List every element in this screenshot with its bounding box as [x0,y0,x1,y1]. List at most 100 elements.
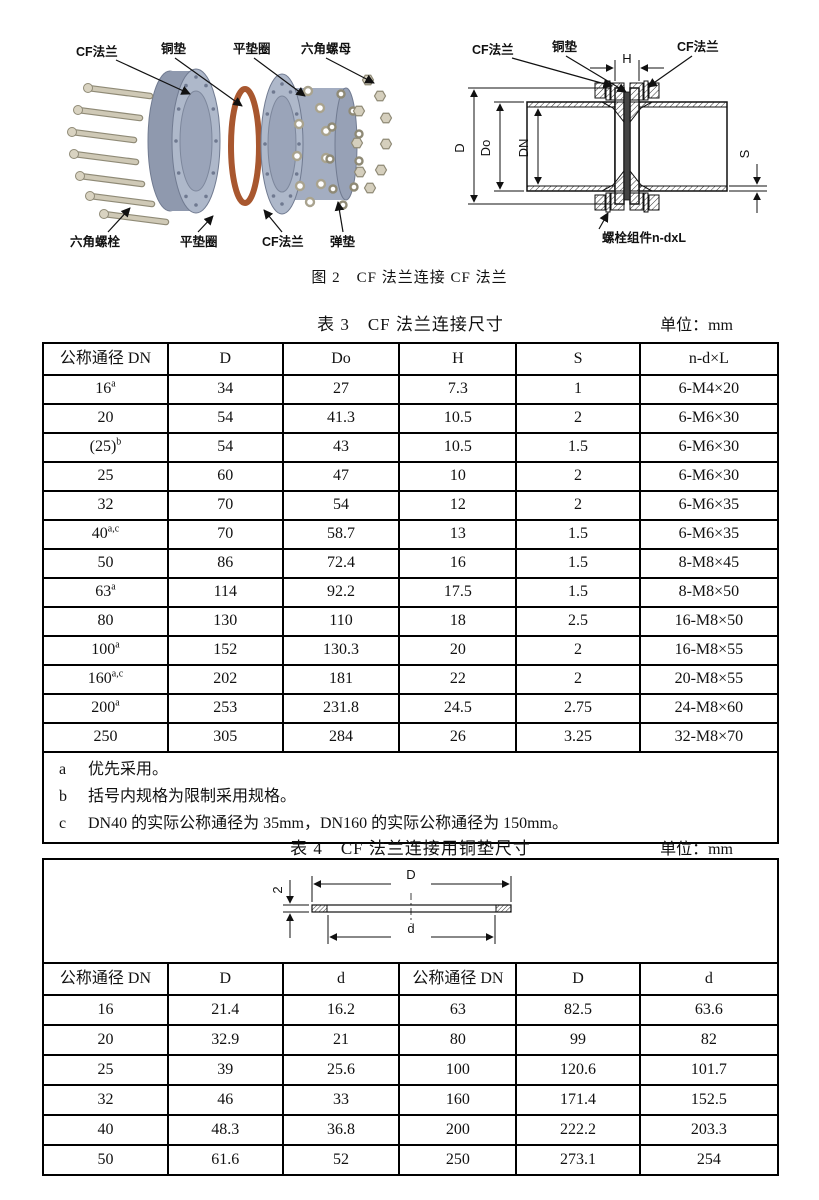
value-cell: 7.3 [398,374,518,405]
table-row: (25)b 54 43 10.5 1.5 6-M6×30 [42,432,780,463]
value-cell: 99 [515,1024,641,1056]
value-cell: 1.5 [515,432,641,463]
value-cell: 203.3 [638,1114,780,1146]
value-cell: 152 [166,635,284,666]
dim-thickness [282,880,309,938]
value-cell: 22 [398,664,518,695]
value-cell: 6-M6×30 [638,432,780,463]
value-cell: 70 [166,490,284,521]
value-cell: 20-M8×55 [638,664,780,695]
table-row: 40 48.3 36.8 200 222.2 203.3 [42,1114,780,1146]
column-header: D [515,962,641,996]
dn-cell: 100a [42,635,169,666]
value-cell: 33 [281,1084,401,1116]
dn-cell: 200a [42,693,169,724]
value-cell: 24.5 [398,693,518,724]
table-row: 250 305 284 26 3.25 32-M8×70 [42,722,780,753]
value-cell: 24-M8×60 [638,693,780,724]
dim-h-label: H [622,51,631,66]
value-cell: 273.1 [515,1144,641,1176]
value-cell: 47 [281,461,401,492]
bolt-holes [174,75,218,207]
gasket-diagram-row: D d [42,858,779,964]
value-cell: 21 [281,1024,401,1056]
value-cell: 80 [398,1024,518,1056]
table-row: 16 21.4 16.2 63 82.5 63.6 [42,994,780,1026]
value-cell: 41.3 [281,403,401,434]
dim-s-label: S [737,149,752,158]
value-cell: 3.25 [515,722,641,753]
value-cell: 16-M8×50 [638,606,780,637]
value-cell: 36.8 [281,1114,401,1146]
value-cell: 6-M6×35 [638,519,780,550]
table-row: 160a,c 202 181 22 2 20-M8×55 [42,664,780,695]
value-cell: 58.7 [281,519,401,550]
value-cell: 16-M8×55 [638,635,780,666]
label-cf-flange-left: CF法兰 [472,42,514,57]
gasket-bar [310,904,512,913]
value-cell: 1.5 [515,519,641,550]
left-flange [147,68,221,214]
value-cell: 34 [166,374,284,405]
value-cell: 152.5 [638,1084,780,1116]
value-cell: 26 [398,722,518,753]
value-cell: 10 [398,461,518,492]
column-header: 公称通径 DN [398,962,518,996]
value-cell: 54 [166,403,284,434]
value-cell: 32.9 [166,1024,284,1056]
value-cell: 114 [166,577,284,608]
value-cell: 20 [398,635,518,666]
column-header: 公称通径 DN [42,962,169,996]
value-cell: 32 [42,1084,169,1116]
table-row: 40a,c 70 58.7 13 1.5 6-M6×35 [42,519,780,550]
dim-dn-label: DN [516,139,531,158]
value-cell: 130.3 [281,635,401,666]
value-cell: 100 [398,1054,518,1086]
value-cell: 17.5 [398,577,518,608]
value-cell: 46 [166,1084,284,1116]
table3-unit-label: 单位：mm [660,317,733,334]
value-cell: 1.5 [515,577,641,608]
value-cell: 202 [166,664,284,695]
table-row: 50 86 72.4 16 1.5 8-M8×45 [42,548,780,579]
leader-lines [511,55,693,230]
gasket-section-diagram: D d [270,867,512,944]
value-cell: 21.4 [166,994,284,1026]
table-row: 80 130 110 18 2.5 16-M8×50 [42,606,780,637]
label-flat-washer-top: 平垫圈 [233,41,271,56]
table-row: 20 54 41.3 10.5 2 6-M6×30 [42,403,780,434]
value-cell: 52 [281,1144,401,1176]
dim-do-label: Do [478,140,493,157]
dim-h [590,60,664,81]
value-cell: 2 [515,461,641,492]
value-cell: 160 [398,1084,518,1116]
dim-outer-label: D [406,867,415,882]
hex-bolts [67,83,170,226]
dim-inner-label: d [407,921,414,936]
dn-cell: 63a [42,577,169,608]
copper-gasket-ring [228,86,262,206]
value-cell: 120.6 [515,1054,641,1086]
dim-do [494,101,524,192]
dn-cell: (25)b [42,432,169,463]
value-cell: 6-M6×30 [638,461,780,492]
dn-cell: 50 [42,548,169,579]
label-spring-washer: 弹垫 [330,234,356,249]
value-cell: 92.2 [281,577,401,608]
label-cf-flange-right: CF法兰 [677,39,719,54]
table4-unit-label: 单位：mm [660,841,733,858]
exploded-view-diagram: CF法兰 铜垫 平垫圈 六角螺母 六角螺栓 平垫圈 CF法兰 弹垫 [67,41,393,249]
table4-title-row: 表 4 CF 法兰连接用铜垫尺寸 单位：mm [42,834,779,858]
value-cell: 10.5 [398,432,518,463]
value-cell: 48.3 [166,1114,284,1146]
value-cell: 2 [515,664,641,695]
dim-outer [311,876,511,902]
value-cell: 101.7 [638,1054,780,1086]
footnotes-row: a 优先采用。 b 括号内规格为限制采用规格。 c DN40 的实际公称通径为 35mm，… [42,751,779,844]
table-row: 32 70 54 12 2 6-M6×35 [42,490,780,521]
table4-title: 表 4 CF 法兰连接用铜垫尺寸 [290,839,531,858]
